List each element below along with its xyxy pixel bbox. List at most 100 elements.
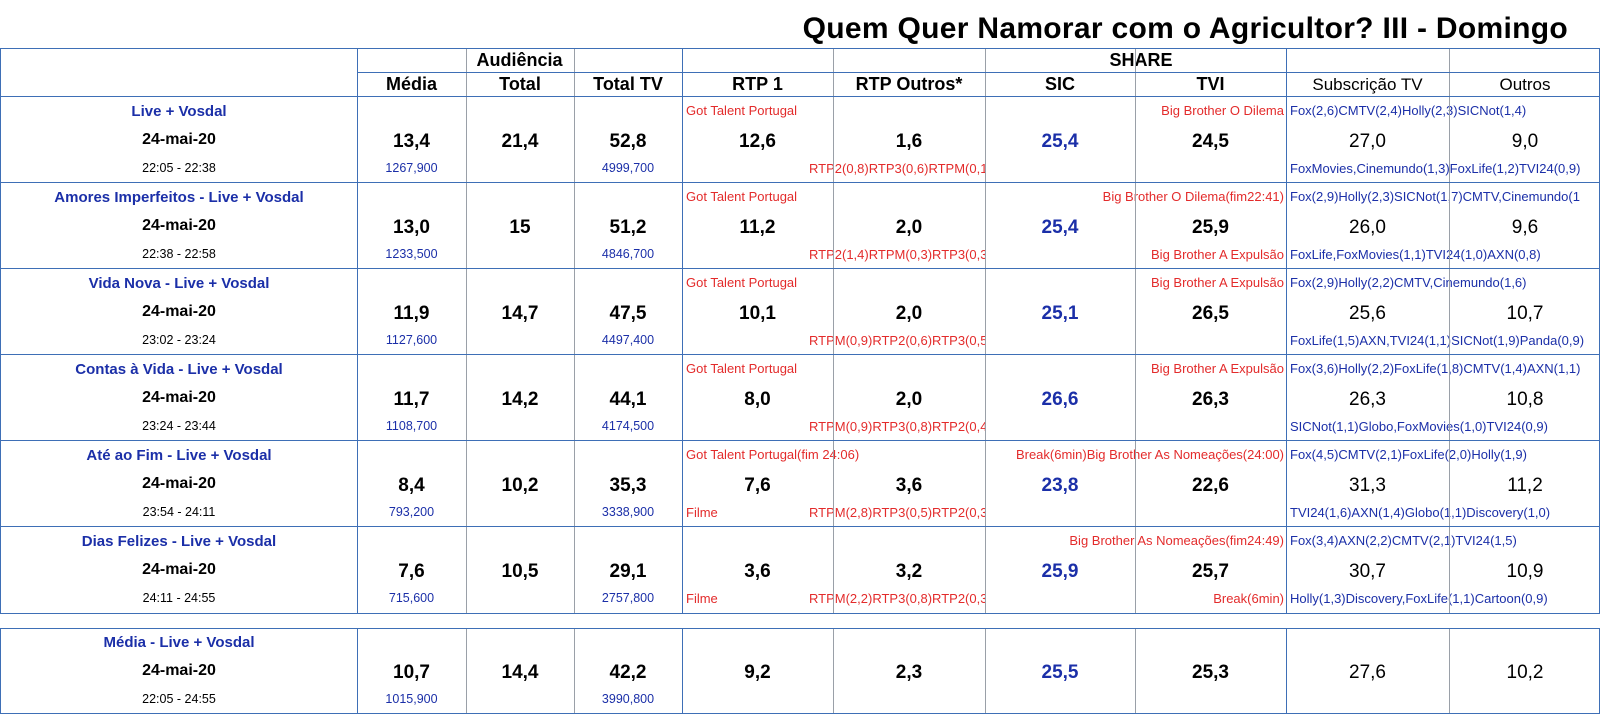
value-tvi: 25,7 xyxy=(1192,561,1229,582)
value-tvi: 26,3 xyxy=(1192,389,1229,410)
tvi-next-program: Break(6min) xyxy=(1213,591,1284,606)
header-subscricao: Subscrição TV xyxy=(1312,75,1423,94)
program-name: Dias Felizes - Live + Vosdal xyxy=(81,533,277,550)
value-rtp1: 8,0 xyxy=(744,389,771,410)
value-total-tv: 29,1 xyxy=(609,561,647,582)
sic-program: Big Brother O Dilema(fim22:41) xyxy=(1102,189,1284,204)
tvi-program: Big Brother O Dilema xyxy=(1161,103,1284,118)
subscription-channels-top: Fox(3,6)Holly(2,2)FoxLife(1,8)CMTV(1,4)A… xyxy=(1290,361,1581,376)
value-total-tv: 51,2 xyxy=(609,217,647,238)
header-rtp1: RTP 1 xyxy=(732,74,783,94)
program-date: 24-mai-20 xyxy=(142,217,216,234)
subscription-channels-top: Fox(4,5)CMTV(2,1)FoxLife(2,0)Holly(1,9) xyxy=(1290,447,1527,462)
header-sic: SIC xyxy=(1044,74,1075,94)
tvi-program: Big Brother A Expulsão xyxy=(1151,275,1284,290)
value-total: 10,2 xyxy=(501,475,539,496)
value-media: 13,4 xyxy=(393,131,430,152)
program-row: Contas à Vida - Live + Vosdal 24-mai-20 23… xyxy=(1,355,1600,441)
value-outros: 10,7 xyxy=(1506,303,1544,324)
value-sic: 26,6 xyxy=(1041,389,1079,410)
value-subscricao: 31,3 xyxy=(1349,475,1386,496)
value-total: 10,5 xyxy=(501,561,539,582)
program-row: Live + Vosdal 24-mai-20 22:05 - 22:38 13,4 2… xyxy=(1,97,1600,183)
value-sic: 25,1 xyxy=(1041,303,1079,324)
program-row: Vida Nova - Live + Vosdal 24-mai-20 23:02 … xyxy=(1,269,1600,355)
program-date: 24-mai-20 xyxy=(142,303,216,320)
rtp1-program: Got Talent Portugal xyxy=(686,103,798,118)
tvi-program: Big Brother A Expulsão xyxy=(1151,361,1284,376)
sic-program: Big Brother As Nomeações(fim24:49) xyxy=(1069,533,1284,548)
total-tv-absolute: 2757,800 xyxy=(601,591,655,605)
value-subscricao: 25,6 xyxy=(1349,303,1386,324)
subscription-channels-bottom: SICNot(1,1)Globo,FoxMovies(1,0)TVI24(0,9… xyxy=(1290,419,1548,434)
program-date: 24-mai-20 xyxy=(142,662,216,679)
page-title: Quem Quer Namorar com o Agricultor? III … xyxy=(802,12,1568,45)
program-time: 23:02 - 23:24 xyxy=(142,333,216,347)
rtp-outros-breakdown: RTPM(0,9)RTP2(0,6)RTP3(0,5) xyxy=(809,333,985,348)
program-name: Média - Live + Vosdal xyxy=(103,634,255,651)
program-date: 24-mai-20 xyxy=(142,389,216,406)
subscription-channels-top: Fox(2,9)Holly(2,3)SICNot(1,7)CMTV,Cinemu… xyxy=(1290,189,1580,204)
value-sic: 25,4 xyxy=(1041,131,1079,152)
value-subscricao: 26,0 xyxy=(1349,217,1386,238)
total-tv-absolute: 4497,400 xyxy=(601,333,655,347)
subscription-channels-bottom: Holly(1,3)Discovery,FoxLife(1,1)Cartoon(… xyxy=(1290,591,1548,606)
rtp-outros-breakdown: RTPM(2,8)RTP3(0,5)RTP2(0,3) xyxy=(809,505,985,520)
program-date: 24-mai-20 xyxy=(142,561,216,578)
program-time: 22:38 - 22:58 xyxy=(142,247,216,261)
value-media: 8,4 xyxy=(398,475,425,496)
value-total: 15 xyxy=(509,217,531,238)
value-tvi: 22,6 xyxy=(1192,475,1229,496)
average-table: Média - Live + Vosdal 24-mai-20 22:05 - 24… xyxy=(0,628,1600,714)
header-total-tv: Total TV xyxy=(593,74,663,94)
value-rtp-outros: 1,6 xyxy=(895,131,923,152)
value-outros: 10,2 xyxy=(1506,662,1544,683)
value-rtp-outros: 3,2 xyxy=(895,561,923,582)
value-rtp1: 9,2 xyxy=(744,662,771,683)
header-media: Média xyxy=(385,74,437,94)
media-absolute: 1108,700 xyxy=(385,419,438,433)
media-absolute: 793,200 xyxy=(388,505,435,519)
value-sic: 23,8 xyxy=(1041,475,1079,496)
rtp-outros-breakdown: RTP2(0,8)RTP3(0,6)RTPM(0,1) xyxy=(809,161,985,176)
program-date: 24-mai-20 xyxy=(142,131,216,148)
media-absolute: 1267,900 xyxy=(385,161,438,175)
subscription-channels-top: Fox(2,9)Holly(2,2)CMTV,Cinemundo(1,6) xyxy=(1290,275,1527,290)
subscription-channels-bottom: FoxLife(1,5)AXN,TVI24(1,1)SICNot(1,9)Pan… xyxy=(1290,333,1585,348)
value-rtp1: 10,1 xyxy=(739,303,776,324)
program-time: 23:54 - 24:11 xyxy=(142,505,216,519)
ratings-table: Audiência SHARE Média Total Total TV RTP… xyxy=(0,48,1600,614)
total-tv-absolute: 4174,500 xyxy=(601,419,655,433)
media-absolute: 715,600 xyxy=(388,591,435,605)
subscription-channels-bottom: TVI24(1,6)AXN(1,4)Globo(1,1)Discovery(1,… xyxy=(1290,505,1551,520)
value-total: 14,7 xyxy=(501,303,539,324)
tvi-next-program: Big Brother A Expulsão xyxy=(1151,247,1284,262)
rtp-outros-breakdown: RTP2(1,4)RTPM(0,3)RTP3(0,3) xyxy=(809,247,985,262)
value-tvi: 25,3 xyxy=(1192,662,1229,683)
value-outros: 9,6 xyxy=(1511,217,1539,238)
value-outros: 10,8 xyxy=(1506,389,1544,410)
value-media: 7,6 xyxy=(398,561,425,582)
header-tvi: TVI xyxy=(1196,74,1225,94)
rtp-outros-breakdown: RTPM(0,9)RTP3(0,8)RTP2(0,4) xyxy=(809,419,985,434)
sic-program: Break(6min)Big Brother As Nomeações(24:0… xyxy=(1015,447,1284,462)
value-rtp1: 7,6 xyxy=(744,475,771,496)
program-name: Vida Nova - Live + Vosdal xyxy=(88,275,270,292)
value-media: 11,9 xyxy=(393,303,430,324)
program-date: 24-mai-20 xyxy=(142,475,216,492)
average-row: Média - Live + Vosdal 24-mai-20 22:05 - 24… xyxy=(1,628,1600,714)
value-rtp-outros: 2,0 xyxy=(895,303,923,324)
program-name: Amores Imperfeitos - Live + Vosdal xyxy=(54,189,304,206)
program-name: Até ao Fim - Live + Vosdal xyxy=(86,447,272,464)
value-tvi: 26,5 xyxy=(1192,303,1229,324)
rtp1-program: Got Talent Portugal xyxy=(686,189,798,204)
value-total: 14,4 xyxy=(501,662,539,683)
total-tv-absolute: 4999,700 xyxy=(601,161,655,175)
program-name: Contas à Vida - Live + Vosdal xyxy=(75,361,283,378)
value-sic: 25,9 xyxy=(1041,561,1079,582)
value-subscricao: 27,6 xyxy=(1349,662,1386,683)
value-media: 13,0 xyxy=(393,217,430,238)
total-tv-absolute: 3990,800 xyxy=(601,692,655,706)
header-rtp-outros: RTP Outros* xyxy=(855,74,963,94)
